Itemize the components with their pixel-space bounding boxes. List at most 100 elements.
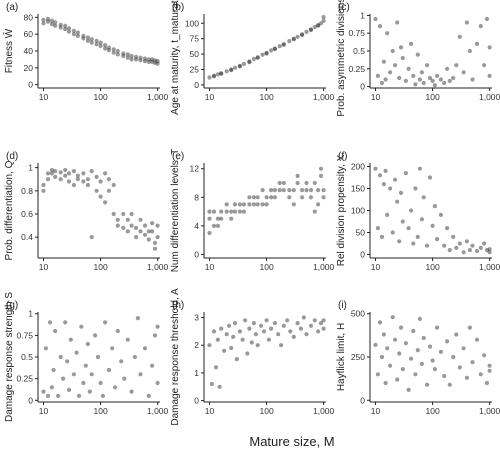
data-point bbox=[219, 216, 224, 221]
data-point bbox=[454, 332, 459, 337]
data-point bbox=[406, 226, 411, 231]
data-point bbox=[207, 343, 212, 348]
data-point bbox=[89, 169, 94, 174]
data-point bbox=[272, 47, 277, 52]
data-point bbox=[241, 209, 246, 214]
data-point bbox=[63, 173, 68, 178]
x-tick-label: 1,000 bbox=[479, 406, 500, 416]
data-point bbox=[287, 39, 292, 44]
data-point bbox=[377, 320, 383, 325]
data-point bbox=[89, 37, 94, 42]
data-point bbox=[388, 70, 393, 75]
y-axis-label: Fitness W̄ bbox=[2, 28, 15, 73]
data-point bbox=[98, 179, 103, 184]
x-tick-label: 10 bbox=[371, 262, 381, 272]
data-point bbox=[65, 359, 70, 364]
data-point bbox=[298, 326, 303, 331]
data-point bbox=[232, 321, 238, 326]
data-point bbox=[81, 179, 86, 184]
data-point bbox=[276, 332, 281, 337]
data-point bbox=[95, 354, 101, 360]
data-point bbox=[247, 202, 252, 207]
data-point bbox=[470, 243, 475, 248]
data-point bbox=[58, 354, 63, 360]
data-point bbox=[207, 209, 212, 214]
data-point bbox=[318, 166, 324, 171]
data-point bbox=[321, 188, 326, 193]
data-point bbox=[281, 42, 286, 47]
data-point bbox=[417, 166, 422, 171]
data-point bbox=[232, 209, 238, 214]
data-point bbox=[321, 195, 326, 200]
data-point bbox=[53, 174, 58, 179]
data-point bbox=[58, 177, 63, 182]
data-point bbox=[211, 74, 217, 79]
data-point bbox=[435, 73, 440, 78]
data-point bbox=[321, 18, 326, 23]
y-tick-label: 0.4 bbox=[21, 232, 33, 242]
y-tick-label: 0 bbox=[194, 396, 199, 406]
data-point bbox=[474, 248, 480, 254]
data-point bbox=[482, 353, 487, 358]
data-point bbox=[255, 55, 260, 60]
data-point bbox=[53, 328, 58, 334]
data-point bbox=[447, 78, 452, 83]
y-tick-label: 0.75 bbox=[348, 28, 365, 38]
data-point bbox=[215, 223, 220, 228]
x-tick-label: 1,000 bbox=[313, 92, 335, 102]
data-point bbox=[215, 337, 220, 342]
data-point bbox=[142, 223, 148, 228]
y-axis-label: Prob. differentiation, Q bbox=[4, 160, 15, 260]
y-tick-label: 200 bbox=[351, 162, 365, 172]
data-point bbox=[400, 367, 405, 372]
data-point bbox=[152, 240, 158, 245]
data-point bbox=[89, 372, 94, 377]
y-tick-label: 0.25 bbox=[348, 64, 365, 74]
data-point bbox=[111, 182, 116, 188]
data-point bbox=[417, 316, 422, 321]
data-point bbox=[111, 47, 116, 52]
data-point bbox=[49, 385, 55, 390]
data-point bbox=[442, 80, 447, 86]
panel-i: (i) 10 100 1,000 0 250 500 Hayflick limit, H bbox=[336, 300, 500, 416]
y-tick-label: 1 bbox=[194, 368, 199, 378]
data-point bbox=[304, 180, 309, 186]
data-point bbox=[255, 195, 260, 200]
data-point bbox=[224, 202, 229, 207]
data-point bbox=[58, 170, 63, 175]
y-tick-label: 1 bbox=[28, 309, 33, 319]
data-point bbox=[413, 82, 418, 87]
data-point bbox=[377, 24, 383, 29]
data-point bbox=[461, 250, 466, 255]
y-axis-label: Damage response threshold, A bbox=[170, 288, 181, 426]
data-point bbox=[138, 217, 143, 222]
data-point bbox=[484, 380, 490, 386]
data-point bbox=[388, 363, 393, 368]
data-point bbox=[308, 195, 314, 200]
data-point bbox=[215, 216, 220, 221]
data-point bbox=[430, 78, 435, 83]
data-point bbox=[415, 52, 420, 57]
data-point bbox=[291, 188, 296, 193]
data-point bbox=[375, 226, 380, 231]
data-point bbox=[457, 365, 462, 370]
data-point bbox=[134, 225, 139, 230]
data-point bbox=[152, 246, 158, 251]
data-point bbox=[100, 393, 105, 398]
data-point bbox=[277, 180, 282, 186]
panel-c: (c) 10 100 1,000 0 0.25 0.5 0.75 1 Prob. asymmetr… bbox=[336, 0, 500, 117]
x-tick-label: 100 bbox=[425, 406, 439, 416]
data-point bbox=[474, 41, 480, 47]
data-point bbox=[251, 321, 256, 326]
data-point bbox=[381, 332, 386, 337]
data-point bbox=[435, 237, 440, 242]
data-point bbox=[425, 243, 430, 248]
x-tick-label: 100 bbox=[93, 92, 107, 102]
data-point bbox=[106, 177, 111, 182]
data-point bbox=[63, 167, 68, 173]
data-point bbox=[122, 376, 127, 381]
data-point bbox=[379, 234, 385, 239]
data-point bbox=[487, 250, 492, 255]
data-point bbox=[224, 69, 229, 74]
